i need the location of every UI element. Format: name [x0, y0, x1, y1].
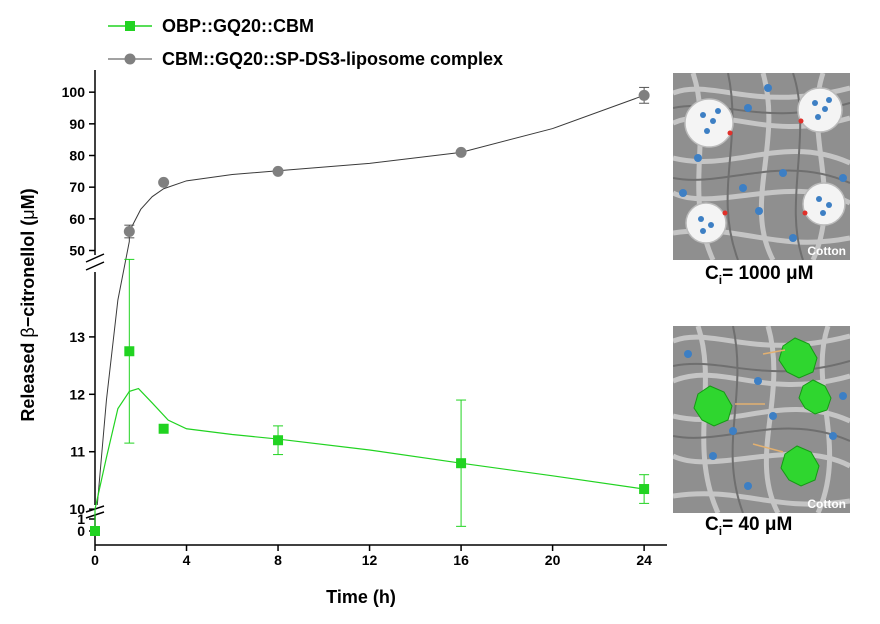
concentration-caption-40: Ci= 40 μM	[705, 514, 793, 538]
x-tick-label: 20	[545, 552, 561, 568]
y-tick-label: 0	[77, 523, 85, 539]
obp-data-point	[90, 526, 100, 536]
obp-data-point	[456, 458, 467, 469]
liposome-data-point	[158, 176, 170, 188]
liposome-data-point	[123, 226, 135, 237]
legend-marker-liposome	[124, 53, 136, 65]
legend-label-obp: OBP::GQ20::CBM	[162, 16, 314, 36]
y-tick-label: 80	[69, 148, 85, 164]
concentration-caption-1000: Ci= 1000 μM	[705, 263, 814, 287]
obp-data-point	[639, 484, 650, 495]
cotton-label: Cotton	[807, 497, 846, 511]
obp-data-point	[124, 346, 135, 357]
obp-illustration	[673, 326, 850, 513]
legend-marker-obp	[125, 21, 135, 31]
liposome-fit-line	[96, 94, 645, 506]
x-tick-label: 16	[453, 552, 469, 568]
y-tick-label: 70	[69, 179, 85, 195]
y-tick-label: 60	[69, 211, 85, 227]
obp-data-point	[158, 423, 169, 434]
x-tick-label: 24	[636, 552, 652, 568]
axis-break-mark	[85, 253, 105, 271]
liposome-illustration	[673, 73, 850, 260]
x-tick-label: 4	[183, 552, 191, 568]
x-tick-label: 8	[274, 552, 282, 568]
liposome-cotton-image: Cotton	[673, 73, 850, 260]
cotton-label: Cotton	[807, 244, 846, 258]
liposome-data-point	[638, 89, 650, 101]
obp-fit-line	[94, 387, 645, 510]
y-tick-label: 90	[69, 116, 85, 132]
y-tick-label: 11	[70, 444, 85, 460]
y-tick-label: 1	[77, 511, 85, 527]
y-tick-label: 100	[62, 84, 86, 100]
y-tick-label: 12	[69, 386, 85, 402]
x-tick-label: 12	[362, 552, 378, 568]
y-tick-label: 10	[69, 501, 85, 517]
liposome-data-point	[455, 146, 467, 158]
y-tick-label: 50	[69, 243, 85, 259]
y-tick-label: 13	[69, 329, 85, 345]
legend-label-liposome: CBM::GQ20::SP-DS3-liposome complex	[162, 49, 503, 69]
x-axis-title: Time (h)	[326, 587, 396, 607]
liposome-data-point	[272, 165, 284, 177]
obp-data-point	[273, 435, 284, 446]
obp-cotton-image: Cotton	[673, 326, 850, 513]
y-axis-title: Released β−citronellol (μM)	[18, 188, 38, 421]
x-tick-label: 0	[91, 552, 99, 568]
